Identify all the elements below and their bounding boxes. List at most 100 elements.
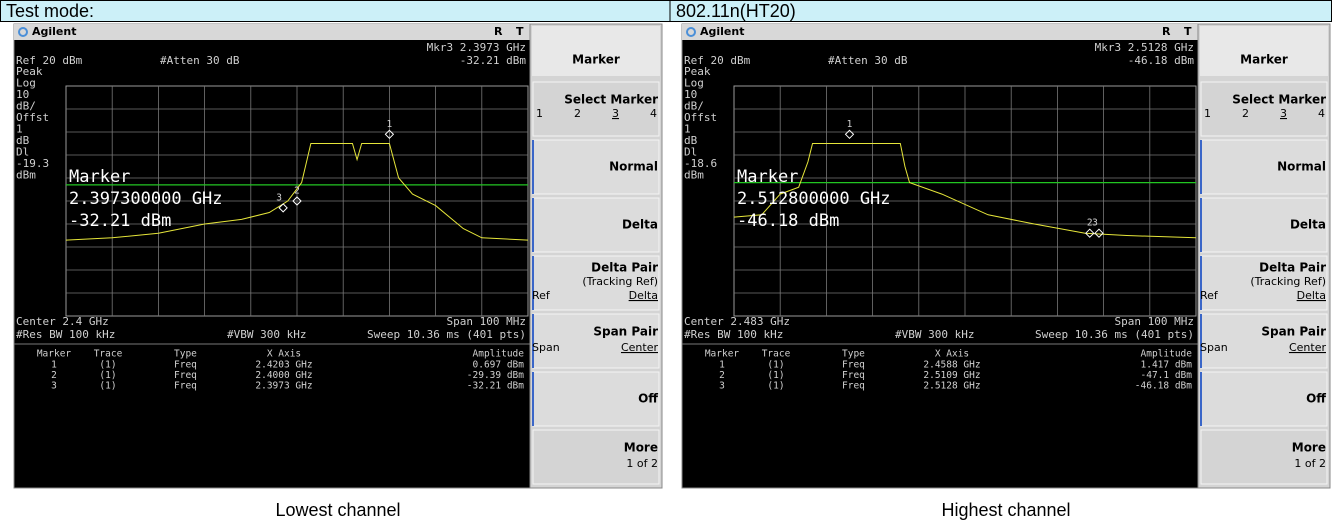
table-cell: (1) [767, 360, 784, 371]
softkey[interactable] [1200, 429, 1328, 485]
softkey-label: Off [638, 392, 658, 406]
softkey[interactable] [1200, 81, 1328, 137]
table-cell: 2.3973 GHz [255, 381, 312, 392]
scale-label: dB/ [684, 100, 704, 113]
table-cell: 2 [719, 370, 725, 381]
marker-number: 1 [387, 119, 393, 130]
marker-number: 2 [1087, 218, 1093, 229]
softkey[interactable] [1200, 139, 1328, 195]
marker-overlay: Marker [69, 167, 130, 187]
softkey-option: 2 [574, 107, 581, 120]
softkey-label: Span Pair [593, 325, 658, 339]
marker-overlay: Marker [737, 167, 798, 187]
status-t: T [516, 25, 524, 38]
softkey-title-box [532, 26, 660, 76]
table-header: X Axis [935, 349, 969, 360]
softkey[interactable] [1200, 197, 1328, 253]
scale-label: Log [684, 77, 704, 90]
table-header: Type [174, 349, 197, 360]
softkey-sub: 1 of 2 [1294, 457, 1326, 470]
scale-label: Log [16, 77, 36, 90]
scale-label: -19.3 [16, 157, 49, 170]
mode-label: Test mode: [6, 1, 94, 21]
softkey-sub: (Tracking Ref) [582, 275, 658, 288]
table-cell: 2.4203 GHz [255, 360, 312, 371]
table-header: Trace [94, 349, 123, 360]
table-cell: 2 [51, 370, 57, 381]
scale-label: dBm [16, 169, 36, 182]
attenuation: #Atten 30 dB [160, 54, 240, 67]
table-cell: 3 [719, 381, 725, 392]
table-header: Amplitude [473, 349, 525, 360]
table-cell: Freq [174, 381, 197, 392]
scale-label: dB/ [16, 100, 36, 113]
attenuation: #Atten 30 dB [828, 54, 908, 67]
softkey[interactable] [532, 81, 660, 137]
marker-diamond [1085, 228, 1095, 238]
softkey[interactable] [1200, 255, 1328, 311]
marker-diamond [278, 203, 288, 213]
status-r: R [494, 25, 503, 38]
table-cell: -29.39 dBm [467, 370, 524, 381]
softkey-sub: Span [1200, 341, 1228, 354]
caption: Lowest channel [275, 500, 400, 520]
softkey-label: Off [1306, 392, 1326, 406]
table-header: Marker [37, 349, 72, 360]
table-header: Amplitude [1141, 349, 1193, 360]
softkey[interactable] [532, 197, 660, 253]
ref-level: Ref 20 dBm [16, 54, 83, 67]
marker-number: 3 [276, 192, 282, 203]
scale-label: Offst [684, 111, 717, 124]
softkey-label: Delta Pair [1259, 261, 1326, 275]
center-freq: Center 2.4 GHz [16, 315, 109, 328]
marker-diamond [1094, 228, 1104, 238]
marker-readout: Mkr3 2.3973 GHz [427, 41, 526, 54]
scale-label: Peak [684, 65, 711, 78]
brand-logo [686, 27, 696, 37]
marker-number: 1 [847, 119, 853, 130]
table-cell: -32.21 dBm [467, 381, 524, 392]
ref-level: Ref 20 dBm [684, 54, 751, 67]
softkey-option: 3 [612, 107, 619, 120]
scale-label: Dl [684, 146, 697, 159]
brand: Agilent [32, 25, 76, 38]
trace [65, 143, 529, 241]
title-bar [682, 24, 1198, 40]
softkey-sub: 1 of 2 [626, 457, 658, 470]
softkey-label: Span Pair [1261, 325, 1326, 339]
marker-overlay: 2.512800000 GHz [737, 189, 891, 209]
scale-label: dBm [684, 169, 704, 182]
softkey[interactable] [532, 313, 660, 369]
mode-value: 802.11n(HT20) [676, 1, 796, 21]
table-cell: 1.417 dBm [1141, 360, 1193, 371]
caption: Highest channel [941, 500, 1070, 520]
status-t: T [1184, 25, 1192, 38]
softkey[interactable] [532, 371, 660, 427]
sweep: Sweep 10.36 ms (401 pts) [1035, 328, 1194, 341]
table-cell: 2.4588 GHz [923, 360, 980, 371]
softkey[interactable] [532, 429, 660, 485]
marker-amp: -46.18 dBm [1128, 54, 1195, 67]
table-cell: -47.1 dBm [1141, 370, 1193, 381]
table-cell: (1) [767, 370, 784, 381]
softkey-label: Delta Pair [591, 261, 658, 275]
softkey-option: 1 [1204, 107, 1211, 120]
table-header: X Axis [267, 349, 301, 360]
scale-label: -18.6 [684, 157, 717, 170]
softkey-label: More [1292, 441, 1326, 455]
softkey-title: Marker [1240, 53, 1288, 67]
softkey[interactable] [532, 255, 660, 311]
brand-logo [18, 27, 28, 37]
scale-label: 1 [684, 123, 691, 136]
brand: Agilent [700, 25, 744, 38]
softkey-title: Marker [572, 53, 620, 67]
table-cell: Freq [842, 370, 865, 381]
marker-overlay: 2.397300000 GHz [69, 189, 223, 209]
title-bar [14, 24, 530, 40]
scale-label: 10 [684, 88, 697, 101]
softkey-option: 3 [1280, 107, 1287, 120]
scale-label: 1 [16, 123, 23, 136]
softkey[interactable] [1200, 313, 1328, 369]
table-cell: (1) [767, 381, 784, 392]
